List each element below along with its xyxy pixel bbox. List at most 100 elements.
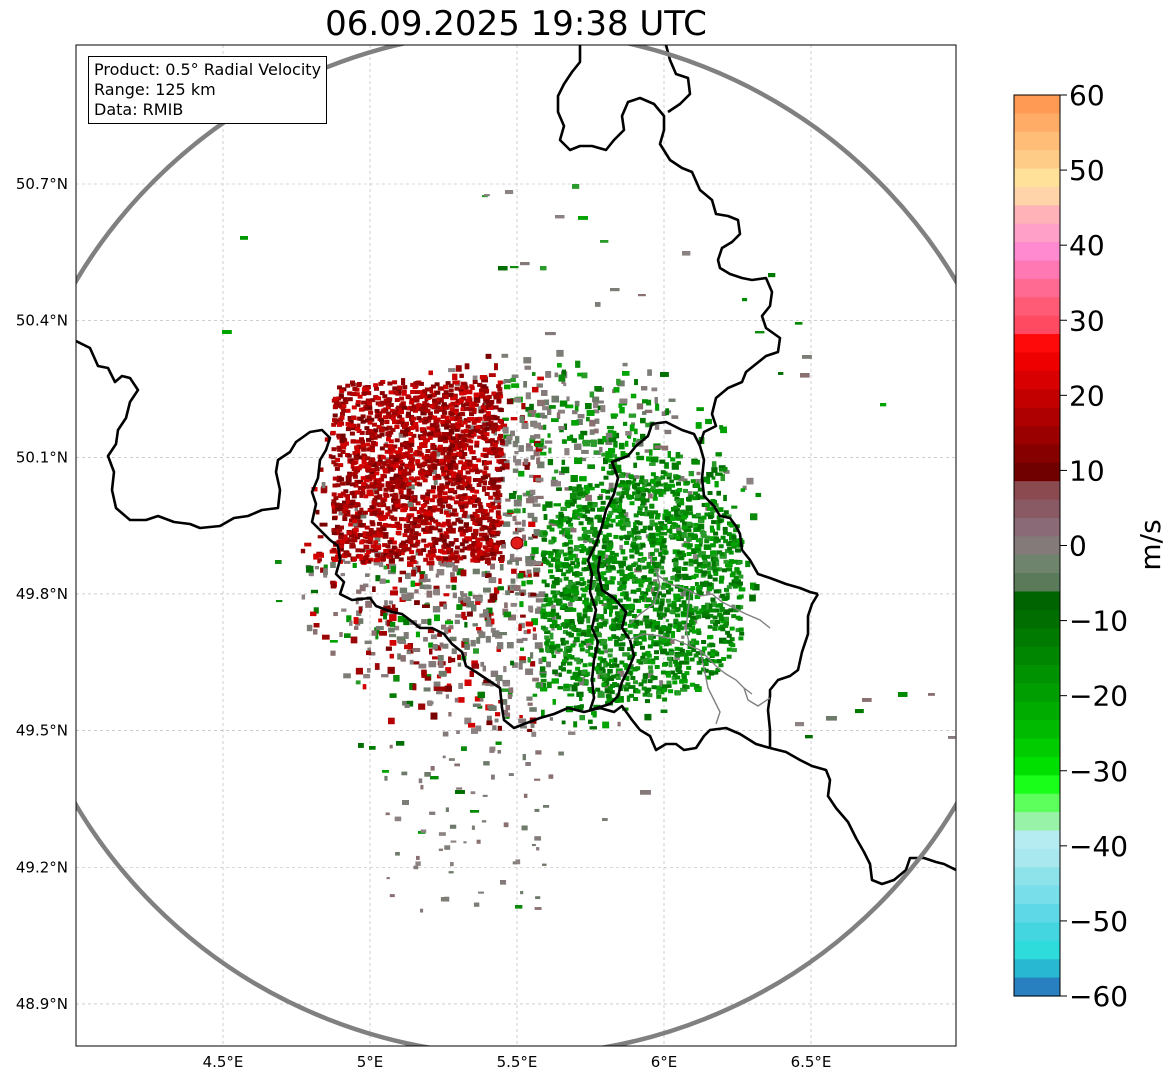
- colorbar-swatch: [1014, 940, 1060, 960]
- colorbar-tick-label: 50: [1069, 154, 1105, 187]
- border-luxembourg-france: [589, 555, 636, 712]
- colorbar-swatch: [1014, 186, 1060, 206]
- colorbar-swatch: [1014, 720, 1060, 740]
- lon-tick-label: 5°E: [357, 1053, 384, 1071]
- border-belgium-luxembourg: [586, 420, 819, 711]
- radar-site-marker: [510, 536, 524, 550]
- product-text: Product: 0.5° Radial Velocity: [94, 60, 322, 79]
- colorbar-swatch: [1014, 168, 1060, 188]
- lon-tick-label: 6°E: [651, 1053, 678, 1071]
- colorbar-swatch: [1014, 609, 1060, 629]
- colorbar-swatch: [1014, 830, 1060, 850]
- longitude-axis: 4.5°E 5°E 5.5°E 6°E 6.5°E: [203, 1053, 832, 1071]
- colorbar-swatch: [1014, 517, 1060, 537]
- lux-canton-borders: [627, 569, 771, 725]
- colorbar-swatch: [1014, 756, 1060, 776]
- lon-tick-label: 6.5°E: [791, 1053, 832, 1071]
- colorbar-swatch: [1014, 297, 1060, 317]
- lat-tick-label: 50.4°N: [16, 312, 68, 330]
- border-german-uplands-north: [664, 45, 692, 114]
- colorbar-swatch: [1014, 536, 1060, 556]
- colorbar-swatch: [1014, 278, 1060, 298]
- lat-tick-label: 50.7°N: [16, 175, 68, 193]
- latitude-axis: 50.7°N 50.4°N 50.1°N 49.8°N 49.5°N 49.2°N 48.9…: [16, 175, 68, 1013]
- colorbar-swatch: [1014, 462, 1060, 482]
- colorbar-swatch: [1014, 665, 1060, 685]
- colorbar-tick-label: 0: [1069, 530, 1087, 563]
- lat-tick-label: 50.1°N: [16, 448, 68, 466]
- canton-line-1: [655, 573, 771, 629]
- colorbar-swatch: [1014, 315, 1060, 335]
- colorbar-swatch: [1014, 977, 1060, 997]
- colorbar-swatch: [1014, 260, 1060, 280]
- colorbar-swatch: [1014, 793, 1060, 813]
- colorbar-swatch: [1014, 499, 1060, 519]
- data-source-text: Data: RMIB: [94, 100, 184, 119]
- colorbar-swatch: [1014, 812, 1060, 832]
- lon-tick-label: 4.5°E: [203, 1053, 244, 1071]
- colorbar-swatch: [1014, 885, 1060, 905]
- colorbar-swatch: [1014, 904, 1060, 924]
- colorbar-swatch: [1014, 628, 1060, 648]
- colorbar-swatch: [1014, 352, 1060, 372]
- colorbar-swatch: [1014, 334, 1060, 354]
- colorbar-swatch: [1014, 444, 1060, 464]
- canton-line-2: [627, 633, 753, 695]
- colorbar-swatch: [1014, 573, 1060, 593]
- lat-tick-label: 48.9°N: [16, 995, 68, 1013]
- colorbar-tick-label: 40: [1069, 229, 1105, 262]
- colorbar-unit-label: m/s: [1134, 519, 1167, 570]
- colorbar: 60 50 40 30 20 10 0 −10 −20 −30 −40 −50 −60 m/s: [1013, 79, 1167, 1013]
- colorbar-swatches: [1014, 95, 1060, 997]
- colorbar-tick-label: 60: [1069, 79, 1105, 112]
- colorbar-tick-label: −20: [1069, 680, 1128, 713]
- colorbar-swatch: [1014, 867, 1060, 887]
- lat-tick-label: 49.8°N: [16, 585, 68, 603]
- colorbar-swatch: [1014, 425, 1060, 445]
- colorbar-swatch: [1014, 205, 1060, 225]
- border-belgium-france-west: [76, 339, 771, 752]
- colorbar-swatch: [1014, 701, 1060, 721]
- colorbar-ticks: 60 50 40 30 20 10 0 −10 −20 −30 −40 −50 −60: [1060, 79, 1128, 1013]
- colorbar-tick-label: −40: [1069, 830, 1128, 863]
- colorbar-swatch: [1014, 922, 1060, 942]
- border-germany-east: [766, 593, 820, 748]
- colorbar-swatch: [1014, 113, 1060, 133]
- colorbar-swatch: [1014, 481, 1060, 501]
- colorbar-swatch: [1014, 959, 1060, 979]
- canton-line-4: [743, 687, 771, 707]
- colorbar-tick-label: −60: [1069, 980, 1128, 1013]
- colorbar-swatch: [1014, 775, 1060, 795]
- border-germany-belgium: [556, 45, 782, 445]
- colorbar-swatch: [1014, 554, 1060, 574]
- colorbar-swatch: [1014, 389, 1060, 409]
- colorbar-swatch: [1014, 223, 1060, 243]
- colorbar-swatch: [1014, 242, 1060, 262]
- colorbar-swatch: [1014, 131, 1060, 151]
- product-info-box: Product: 0.5° Radial Velocity Range: 125…: [88, 56, 328, 124]
- colorbar-swatch: [1014, 150, 1060, 170]
- lat-tick-label: 49.5°N: [16, 722, 68, 740]
- colorbar-swatch: [1014, 407, 1060, 427]
- colorbar-tick-label: 30: [1069, 304, 1105, 337]
- canton-line-5: [685, 589, 691, 647]
- colorbar-tick-label: −10: [1069, 605, 1128, 638]
- map-frame: [75, 44, 957, 1047]
- colorbar-swatch: [1014, 848, 1060, 868]
- map-title: 06.09.2025 19:38 UTC: [325, 4, 707, 44]
- colorbar-swatch: [1014, 591, 1060, 611]
- colorbar-tick-label: −50: [1069, 905, 1128, 938]
- colorbar-swatch: [1014, 95, 1060, 114]
- canton-line-6: [629, 569, 661, 625]
- canton-line-3: [699, 649, 721, 725]
- lat-tick-label: 49.2°N: [16, 858, 68, 876]
- colorbar-tick-label: 10: [1069, 454, 1105, 487]
- colorbar-swatch: [1014, 683, 1060, 703]
- colorbar-tick-label: 20: [1069, 379, 1105, 412]
- colorbar-swatch: [1014, 646, 1060, 666]
- lon-tick-label: 5.5°E: [497, 1053, 538, 1071]
- colorbar-swatch: [1014, 370, 1060, 390]
- range-text: Range: 125 km: [94, 80, 216, 99]
- colorbar-swatch: [1014, 738, 1060, 758]
